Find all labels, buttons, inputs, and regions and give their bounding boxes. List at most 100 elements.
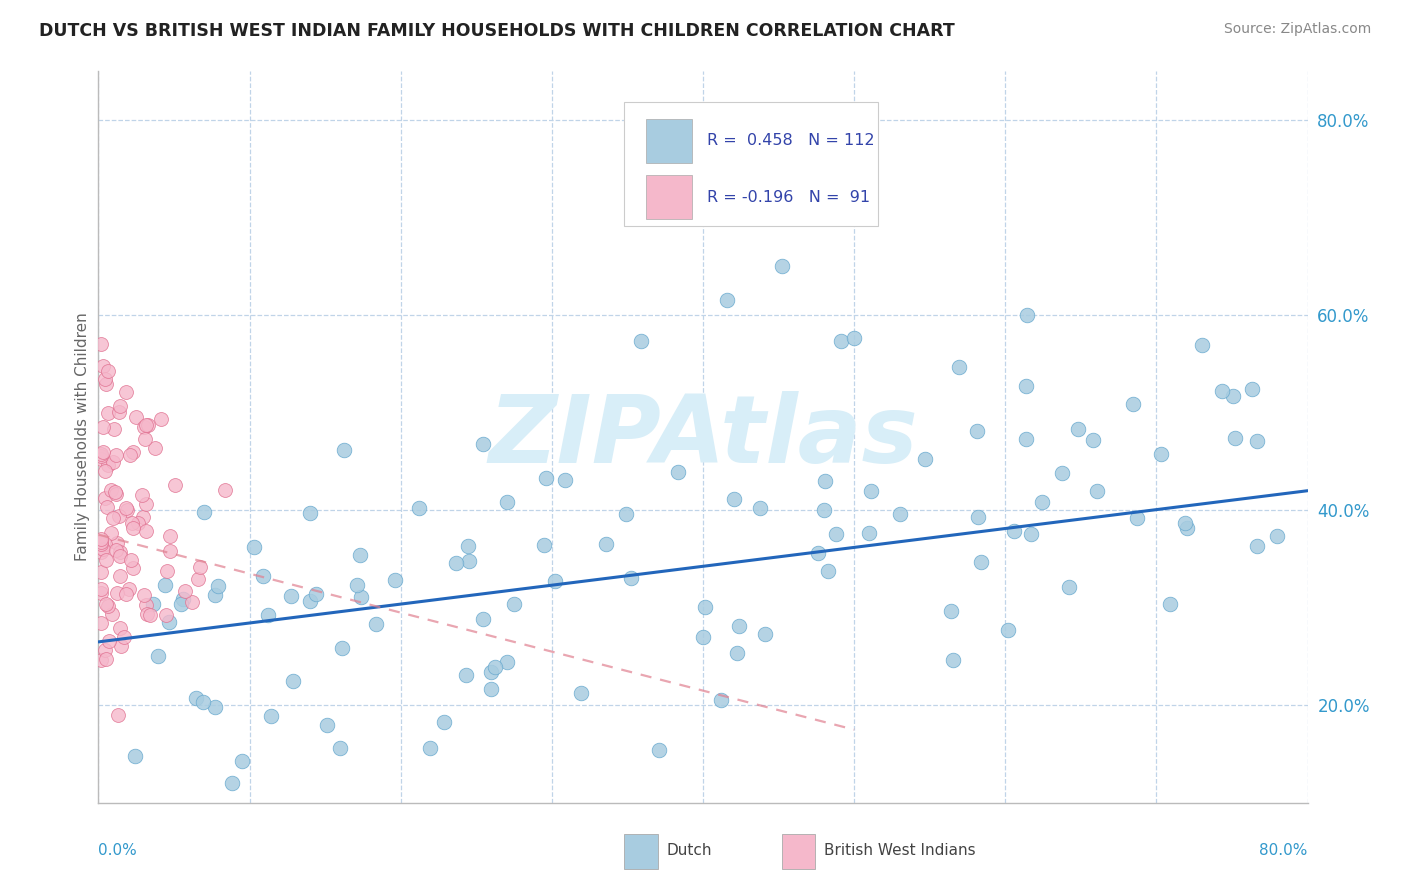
Point	[830, 334, 852, 348]
Point	[614, 507, 637, 521]
Point	[90, 615, 112, 630]
Point	[1002, 524, 1025, 538]
Point	[471, 611, 494, 625]
Text: Dutch: Dutch	[666, 843, 713, 858]
Point	[97, 634, 120, 648]
Point	[948, 359, 970, 374]
Point	[120, 552, 142, 566]
Point	[132, 509, 155, 524]
Point	[1246, 434, 1268, 448]
Point	[193, 505, 215, 519]
Point	[1159, 597, 1181, 611]
Point	[1211, 384, 1233, 398]
Point	[190, 560, 212, 574]
Point	[101, 455, 124, 469]
Point	[859, 484, 882, 499]
Point	[105, 536, 128, 550]
Point	[90, 447, 112, 461]
Point	[115, 502, 138, 516]
Y-axis label: Family Households with Children: Family Households with Children	[75, 313, 90, 561]
Point	[1066, 421, 1088, 435]
Point	[96, 553, 118, 567]
Point	[842, 331, 865, 345]
Point	[364, 616, 387, 631]
Point	[90, 449, 112, 463]
Point	[316, 718, 339, 732]
Point	[280, 589, 302, 603]
Point	[107, 405, 129, 419]
Point	[90, 566, 112, 580]
Point	[101, 511, 124, 525]
Point	[124, 749, 146, 764]
Point	[252, 569, 274, 583]
Point	[115, 500, 138, 515]
Point	[1265, 529, 1288, 543]
Point	[749, 500, 772, 515]
Point	[149, 411, 172, 425]
Point	[94, 491, 117, 506]
Point	[1246, 539, 1268, 553]
Point	[105, 586, 128, 600]
Point	[620, 571, 643, 585]
Point	[299, 593, 322, 607]
Point	[155, 564, 177, 578]
Point	[889, 508, 911, 522]
Point	[329, 740, 352, 755]
Point	[91, 420, 114, 434]
Point	[101, 607, 124, 622]
Point	[135, 599, 157, 613]
Point	[97, 364, 120, 378]
Point	[457, 539, 479, 553]
Point	[110, 399, 132, 413]
Point	[256, 608, 278, 623]
Point	[104, 486, 127, 500]
Point	[454, 668, 477, 682]
Point	[350, 590, 373, 604]
Point	[107, 508, 129, 523]
Point	[966, 510, 988, 524]
Point	[1222, 388, 1244, 402]
Point	[1122, 396, 1144, 410]
Point	[814, 474, 837, 488]
Point	[134, 432, 156, 446]
Point	[127, 516, 149, 531]
Text: DUTCH VS BRITISH WEST INDIAN FAMILY HOUSEHOLDS WITH CHILDREN CORRELATION CHART: DUTCH VS BRITISH WEST INDIAN FAMILY HOUS…	[39, 22, 955, 40]
Point	[817, 565, 839, 579]
Point	[139, 608, 162, 623]
Point	[1059, 580, 1081, 594]
Point	[104, 542, 127, 557]
Point	[204, 588, 226, 602]
Point	[94, 652, 117, 666]
Point	[966, 424, 988, 438]
Point	[1015, 433, 1038, 447]
Point	[155, 608, 177, 623]
Point	[481, 682, 503, 697]
Point	[90, 586, 112, 600]
Point	[1223, 431, 1246, 445]
FancyBboxPatch shape	[647, 175, 692, 219]
Point	[107, 708, 129, 723]
Point	[157, 615, 180, 629]
Point	[281, 674, 304, 689]
Point	[103, 422, 125, 436]
Point	[90, 535, 112, 549]
Point	[260, 708, 283, 723]
Point	[569, 686, 592, 700]
Point	[115, 587, 138, 601]
Point	[496, 656, 519, 670]
Point	[693, 600, 716, 615]
Point	[90, 544, 112, 558]
Point	[754, 627, 776, 641]
Point	[346, 578, 368, 592]
Point	[997, 623, 1019, 637]
Point	[914, 451, 936, 466]
Point	[349, 549, 371, 563]
Point	[941, 604, 963, 618]
Point	[502, 597, 524, 611]
Point	[135, 497, 157, 511]
Point	[630, 334, 652, 348]
Point	[1017, 308, 1039, 322]
FancyBboxPatch shape	[782, 833, 815, 869]
Text: R =  0.458   N = 112: R = 0.458 N = 112	[707, 133, 875, 148]
Point	[1019, 526, 1042, 541]
